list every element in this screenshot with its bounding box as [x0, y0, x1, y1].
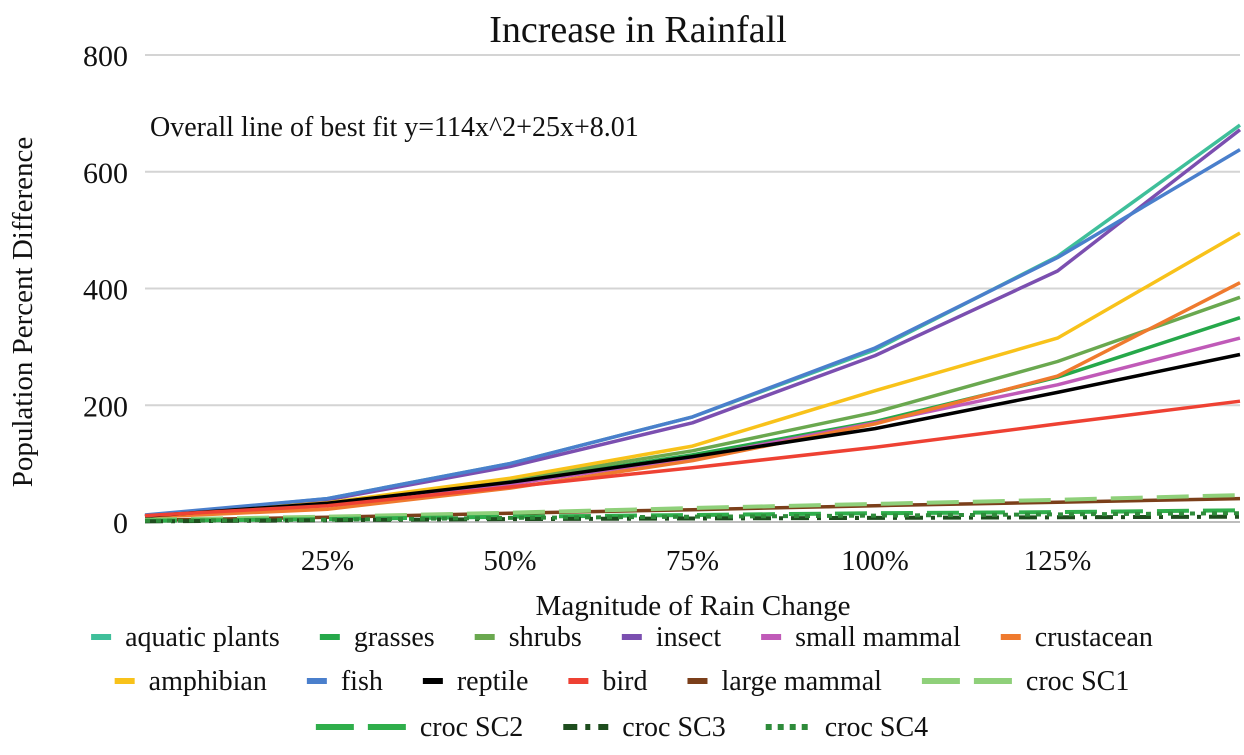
x-tick-label: 25%	[301, 545, 354, 577]
legend-label: croc SC2	[420, 712, 523, 743]
legend-label: shrubs	[509, 622, 582, 653]
series-line-bird	[144, 399, 1241, 518]
legend: aquatic plants grasses shrubs insect small m…	[91, 622, 1153, 743]
series-line-croc-sc3	[144, 514, 1241, 524]
x-tick-label: 125%	[1024, 545, 1092, 577]
legend-label: amphibian	[149, 666, 267, 697]
legend-label: grasses	[354, 622, 435, 653]
series-line-fish	[144, 148, 1241, 517]
x-tick-label: 75%	[666, 545, 719, 577]
legend-label: reptile	[457, 666, 529, 697]
x-axis-label: Magnitude of Rain Change	[536, 590, 851, 622]
series-line-shrubs	[144, 295, 1241, 518]
y-tick-label: 400	[83, 274, 128, 307]
y-tick-label: 200	[83, 390, 128, 423]
legend-label: large mammal	[721, 666, 882, 697]
series-lines	[144, 123, 1242, 524]
y-tick-label: 600	[83, 157, 128, 190]
gridlines	[145, 54, 1240, 523]
y-axis-label: Population Percent Difference	[7, 137, 39, 488]
x-tick-label: 100%	[841, 545, 909, 577]
chart-title: Increase in Rainfall	[489, 9, 787, 51]
series-line-amphibian	[144, 231, 1241, 518]
legend-label: aquatic plants	[125, 622, 280, 653]
y-axis-ticks: 0 200 400 600 800	[83, 40, 128, 540]
best-fit-annotation: Overall line of best fit y=114x^2+25x+8.…	[150, 112, 639, 143]
legend-label: insect	[656, 622, 722, 653]
legend-label: crustacean	[1035, 622, 1153, 653]
legend-label: bird	[602, 666, 647, 697]
x-tick-label: 50%	[483, 545, 536, 577]
y-tick-label: 0	[113, 507, 128, 540]
series-line-large-mammal	[144, 496, 1241, 522]
legend-label: croc SC4	[825, 712, 928, 743]
legend-label: small mammal	[795, 622, 961, 653]
series-line-reptile	[144, 352, 1241, 518]
x-axis-ticks: 25% 50% 75% 100% 125%	[301, 545, 1091, 577]
legend-label: fish	[341, 666, 383, 697]
legend-label: croc SC3	[622, 712, 725, 743]
series-line-crustacean	[144, 281, 1241, 520]
y-tick-label: 800	[83, 40, 128, 73]
legend-label: croc SC1	[1026, 666, 1129, 697]
